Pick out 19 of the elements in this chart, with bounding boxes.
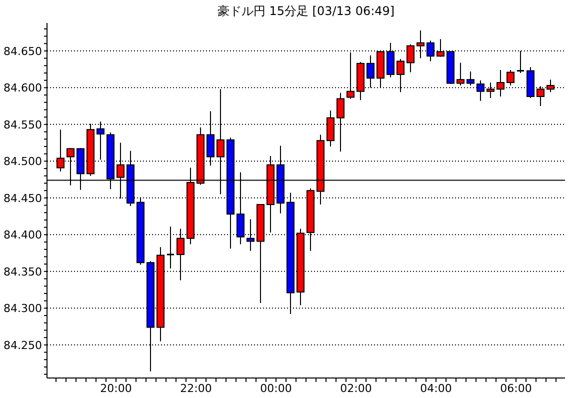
x-tick-label: 00:00 [260, 382, 292, 395]
y-tick-label: 84.550 [4, 118, 42, 132]
x-tick-label: 20:00 [100, 382, 132, 395]
x-tick-label: 06:00 [500, 382, 532, 395]
x-tick-label: 02:00 [340, 382, 372, 395]
candlestick [166, 226, 175, 269]
y-tick-label: 84.400 [4, 228, 42, 242]
candlestick [456, 62, 464, 86]
y-tick-label: 84.250 [4, 338, 42, 352]
candlestick [506, 70, 514, 86]
y-tick-label: 84.600 [4, 82, 42, 95]
chart-title: 豪ドル円 15分足 [03/13 06:49] [216, 3, 396, 20]
y-tick-label: 84.300 [4, 302, 42, 316]
y-tick-label: 84.450 [4, 192, 42, 205]
x-tick-label: 04:00 [420, 382, 452, 395]
y-tick-label: 84.650 [4, 44, 42, 58]
y-tick-label: 84.350 [4, 265, 42, 278]
x-tick-label: 22:00 [180, 382, 212, 395]
y-tick-label: 84.500 [4, 155, 42, 168]
